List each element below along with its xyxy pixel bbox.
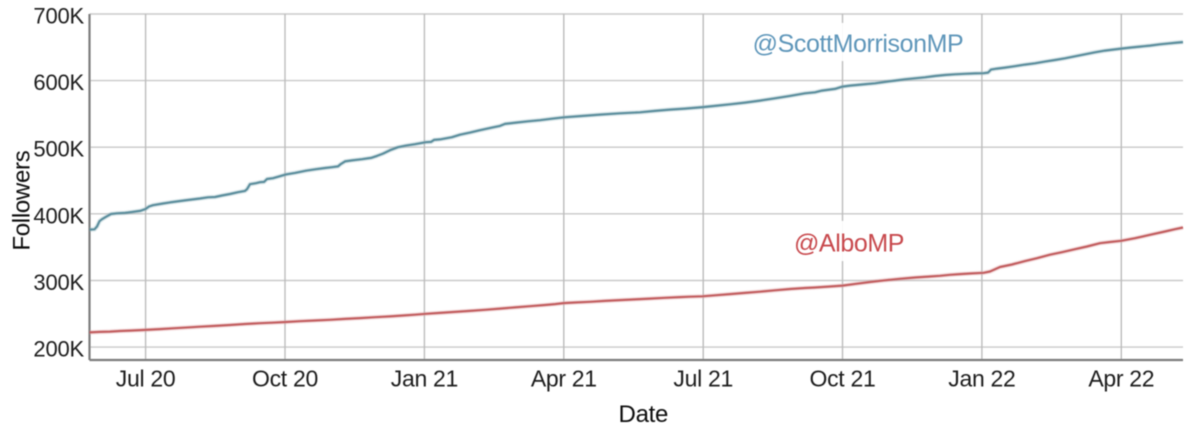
svg-text:Jul 21: Jul 21 [673,366,733,392]
svg-text:Jan 21: Jan 21 [391,366,458,392]
svg-text:Oct 21: Oct 21 [810,366,876,392]
svg-text:@ScottMorrisonMP: @ScottMorrisonMP [753,30,964,58]
svg-text:Apr 22: Apr 22 [1088,366,1154,392]
svg-text:Followers: Followers [8,150,35,250]
svg-text:400K: 400K [33,203,84,228]
svg-text:Oct 20: Oct 20 [252,366,318,392]
svg-text:Apr 21: Apr 21 [531,366,597,392]
svg-text:Jul 20: Jul 20 [116,366,176,392]
svg-text:200K: 200K [33,337,84,362]
svg-text:Jan 22: Jan 22 [948,366,1015,392]
svg-text:600K: 600K [33,70,84,95]
svg-text:Date: Date [619,401,669,428]
svg-text:700K: 700K [33,4,84,29]
svg-text:300K: 300K [33,270,84,295]
svg-text:@AlboMP: @AlboMP [794,230,904,258]
svg-text:500K: 500K [33,137,84,162]
